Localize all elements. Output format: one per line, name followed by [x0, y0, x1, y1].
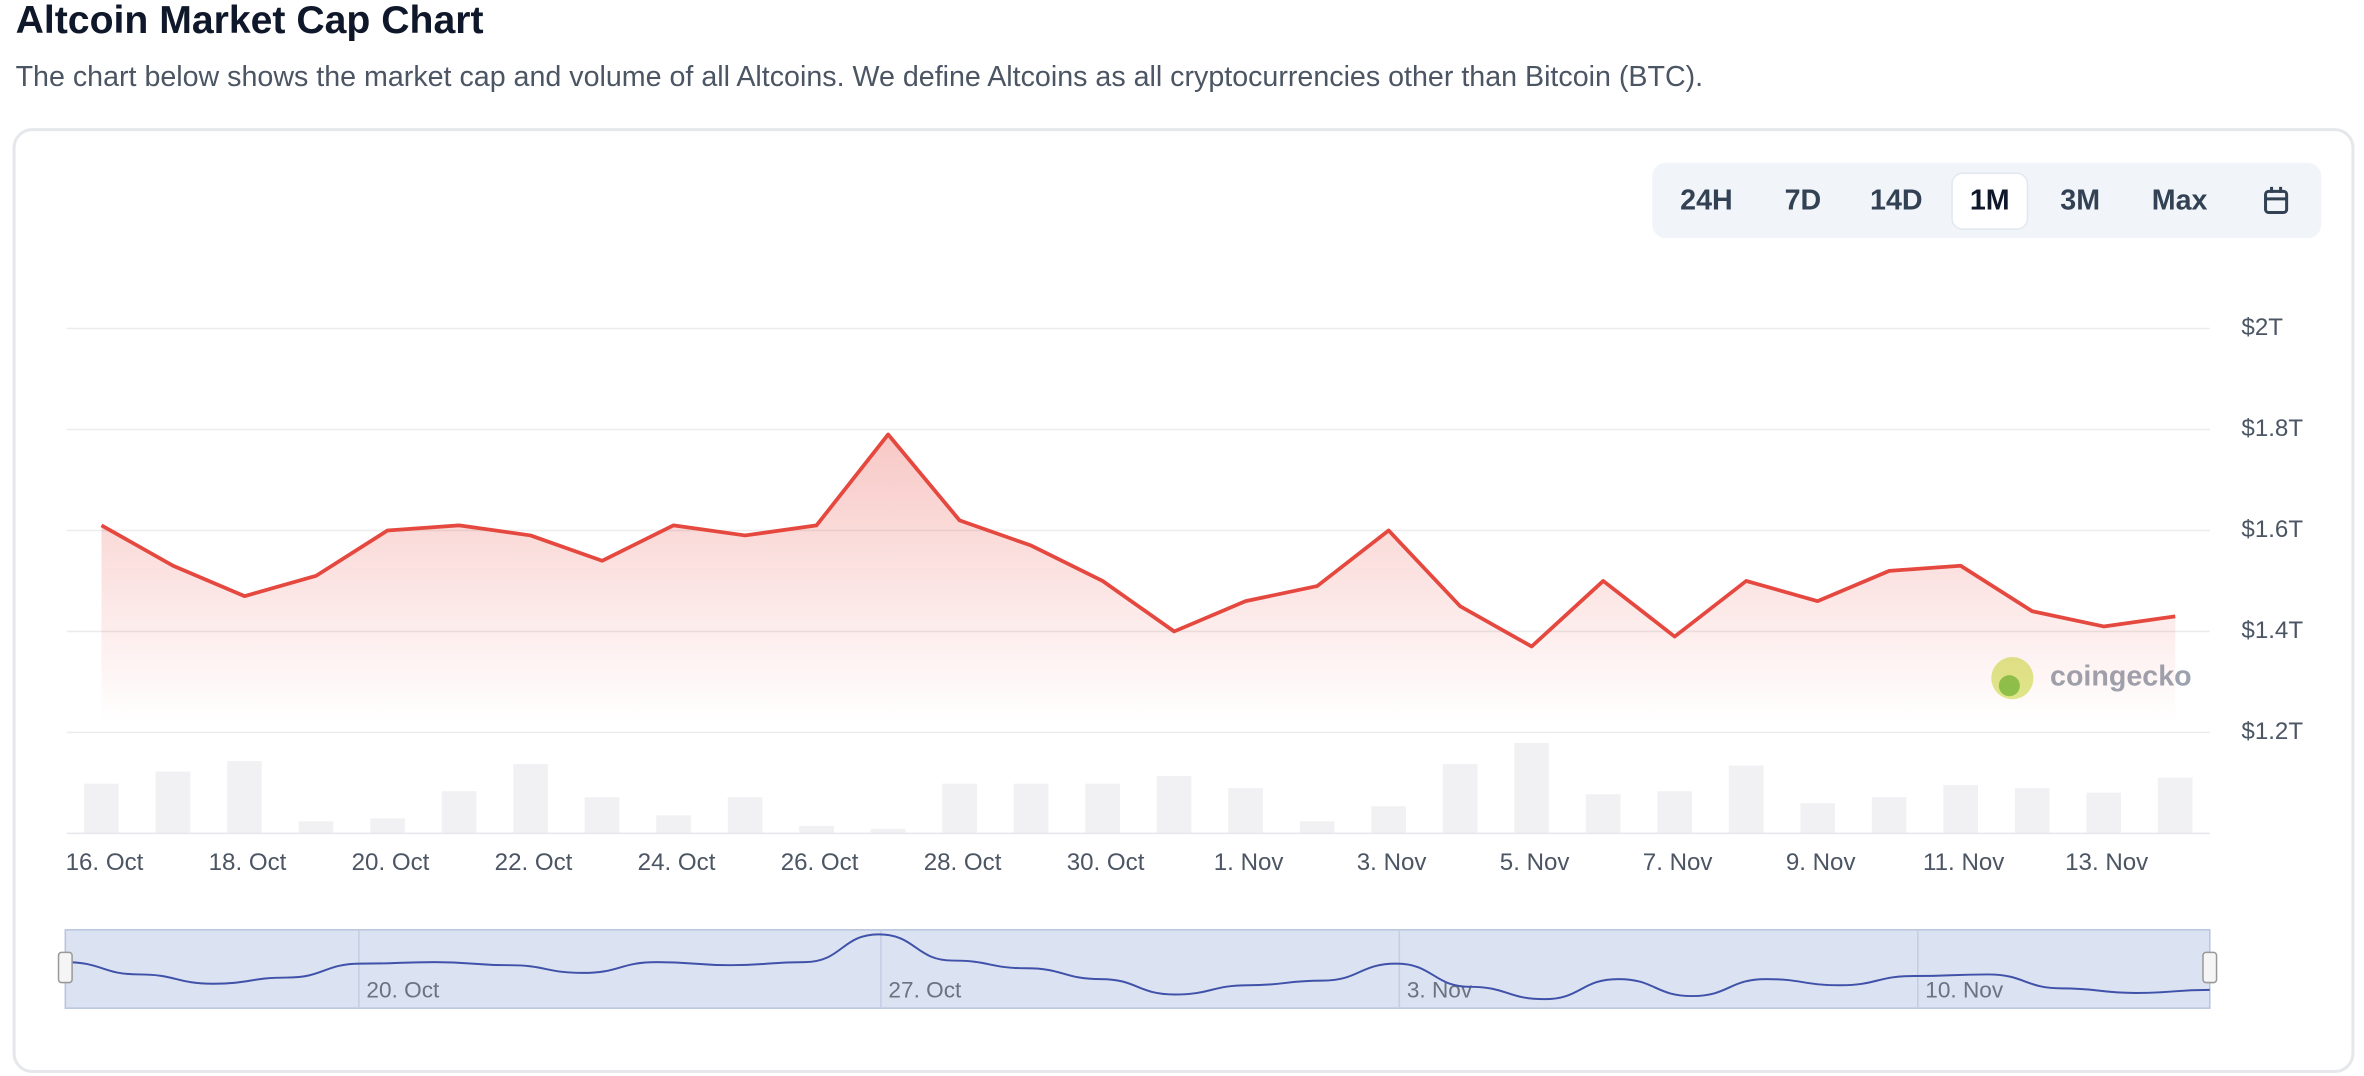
area	[101, 434, 2176, 724]
y-tick-label: $1.6T	[2241, 516, 2303, 543]
x-tick-label: 13. Nov	[2065, 849, 2148, 876]
navigator-line	[65, 933, 2210, 1001]
volume-bar	[298, 821, 334, 834]
y-tick-label: $1.4T	[2241, 617, 2303, 644]
navigator-handle[interactable]	[2202, 951, 2218, 984]
volume-bar	[513, 764, 548, 834]
x-tick-label: 9. Nov	[1786, 849, 1856, 876]
navigator-label: 10. Nov	[1925, 978, 2004, 1003]
volume-bar	[1514, 742, 1549, 834]
volume-bar	[584, 797, 620, 834]
x-tick-label: 16. Oct	[66, 849, 144, 876]
range-button[interactable]: 7D	[1785, 185, 1822, 217]
x-tick-label: 22. Oct	[495, 849, 573, 876]
volume-bar	[1871, 797, 1907, 834]
volume-bar	[1371, 806, 1406, 834]
page-title: Altcoin Market Cap Chart	[16, 0, 484, 42]
card	[12, 128, 2355, 1073]
volume-bar	[727, 797, 763, 834]
volume-bar	[1800, 803, 1835, 834]
x-tick-label: 5. Nov	[1500, 849, 1570, 876]
y-tick-label: $2T	[2241, 314, 2283, 341]
volume-bar	[1013, 783, 1049, 834]
volume-bar	[1085, 783, 1120, 834]
navigator-label: 20. Oct	[366, 978, 440, 1003]
range-button[interactable]: Max	[2152, 185, 2208, 217]
volume-bar	[1943, 785, 1978, 834]
navigator-handle[interactable]	[57, 951, 73, 984]
volume-bar	[1228, 788, 1263, 834]
volume-bar	[942, 783, 977, 834]
volume-bar	[370, 818, 405, 834]
range-button[interactable]: 24H	[1680, 185, 1733, 217]
x-tick-label: 26. Oct	[781, 849, 859, 876]
navigator	[64, 929, 2211, 1009]
x-tick-label: 28. Oct	[924, 849, 1002, 876]
x-tick-label: 11. Nov	[1923, 849, 2004, 876]
volume-bar	[1728, 765, 1764, 834]
range-button-active[interactable]	[1951, 172, 2029, 230]
x-tick-label: 18. Oct	[209, 849, 287, 876]
volume-bar	[2014, 788, 2050, 834]
volume-bar	[84, 783, 119, 834]
x-tick-label: 24. Oct	[638, 849, 716, 876]
volume-bar	[799, 825, 834, 834]
range-button[interactable]: 3M	[2060, 185, 2100, 217]
navigator-label: 27. Oct	[888, 978, 962, 1003]
y-tick-label: $1.8T	[2241, 415, 2303, 442]
x-tick-label: 1. Nov	[1214, 849, 1284, 876]
x-tick-label: 3. Nov	[1357, 849, 1427, 876]
volume-bar	[2086, 792, 2122, 834]
volume-bar	[441, 791, 477, 834]
x-tick-label: 30. Oct	[1067, 849, 1145, 876]
line	[100, 432, 2176, 649]
navigator-label: 3. Nov	[1407, 978, 1473, 1003]
x-tick-label: 20. Oct	[352, 849, 430, 876]
y-tick-label: $1.2T	[2241, 718, 2303, 745]
volume-bar	[1585, 794, 1621, 834]
range-button[interactable]: 14D	[1870, 185, 1923, 217]
volume-bar	[1442, 764, 1478, 834]
volume-bar	[2157, 777, 2193, 834]
volume-bar	[1657, 791, 1692, 834]
volume-bar	[1299, 821, 1335, 834]
volume-bar	[1156, 776, 1192, 834]
volume-bar	[227, 761, 262, 834]
range-button[interactable]: 1M	[1970, 185, 2010, 217]
page-subtitle: The chart below shows the market cap and…	[16, 61, 1704, 93]
volume-bar	[155, 771, 191, 834]
calendar-icon[interactable]	[2264, 186, 2289, 214]
volume-bar	[870, 828, 906, 834]
volume-bar	[656, 815, 691, 834]
x-tick-label: 7. Nov	[1643, 849, 1713, 876]
